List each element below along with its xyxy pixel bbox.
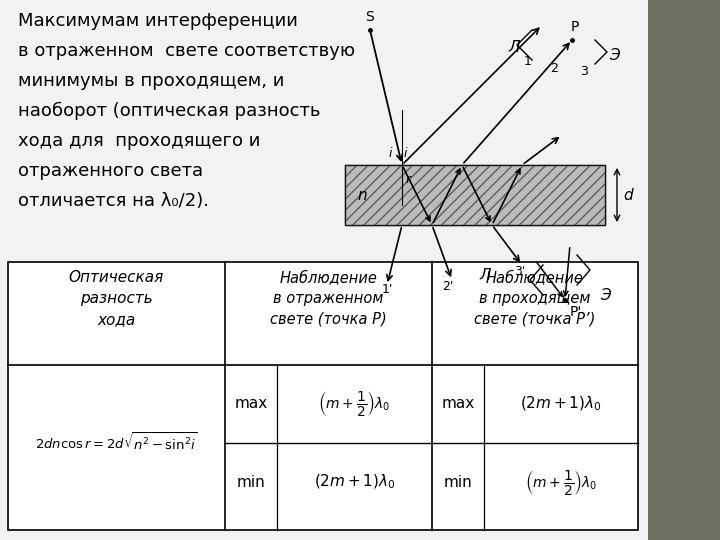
Text: отличается на λ₀/2).: отличается на λ₀/2). xyxy=(18,192,209,210)
Text: P: P xyxy=(571,20,579,34)
Text: 1': 1' xyxy=(382,283,393,296)
Text: наоборот (оптическая разность: наоборот (оптическая разность xyxy=(18,102,320,120)
Text: 3': 3' xyxy=(514,265,526,278)
Bar xyxy=(345,165,605,225)
Text: 2': 2' xyxy=(442,280,454,293)
Text: $\left(m+\dfrac{1}{2}\right)\lambda_0$: $\left(m+\dfrac{1}{2}\right)\lambda_0$ xyxy=(318,389,391,418)
Text: max: max xyxy=(235,396,268,411)
Text: Л: Л xyxy=(508,40,520,56)
Text: хода для  проходящего и: хода для проходящего и xyxy=(18,132,261,150)
Text: n: n xyxy=(357,187,366,202)
Text: Э: Э xyxy=(608,48,619,63)
Text: i: i xyxy=(389,147,392,160)
Bar xyxy=(345,165,605,225)
Text: $\left(m+\dfrac{1}{2}\right)\lambda_0$: $\left(m+\dfrac{1}{2}\right)\lambda_0$ xyxy=(525,468,597,497)
Bar xyxy=(648,0,720,540)
Text: Оптическая
разность
хода: Оптическая разность хода xyxy=(69,270,164,327)
Text: 1: 1 xyxy=(524,55,532,68)
Text: 2: 2 xyxy=(550,62,558,75)
Text: $(2m+1)\lambda_0$: $(2m+1)\lambda_0$ xyxy=(520,395,602,413)
Text: в отраженном  свете соответствую: в отраженном свете соответствую xyxy=(18,42,355,60)
Bar xyxy=(8,262,638,530)
Text: i: i xyxy=(404,147,408,160)
Text: отраженного света: отраженного света xyxy=(18,162,203,180)
Text: S: S xyxy=(366,10,374,24)
Text: d: d xyxy=(623,187,633,202)
Text: Наблюдение
в отраженном
свете (точка P): Наблюдение в отраженном свете (точка P) xyxy=(270,270,387,327)
Text: Наблюдение
в проходящем
свете (точка P’): Наблюдение в проходящем свете (точка P’) xyxy=(474,270,595,327)
Text: минимумы в проходящем, и: минимумы в проходящем, и xyxy=(18,72,284,90)
Text: Л: Л xyxy=(480,267,491,282)
Text: Максимумам интерференции: Максимумам интерференции xyxy=(18,12,298,30)
Text: Э: Э xyxy=(600,287,611,302)
Text: $2dn\cos r = 2d\sqrt{n^2 - \sin^2\!i}$: $2dn\cos r = 2d\sqrt{n^2 - \sin^2\!i}$ xyxy=(35,432,198,453)
Text: max: max xyxy=(441,396,474,411)
Text: 3: 3 xyxy=(580,65,588,78)
Text: P': P' xyxy=(570,305,582,319)
Text: r: r xyxy=(406,173,411,186)
Text: $(2m+1)\lambda_0$: $(2m+1)\lambda_0$ xyxy=(314,473,395,491)
Text: min: min xyxy=(444,475,472,490)
Text: min: min xyxy=(237,475,266,490)
